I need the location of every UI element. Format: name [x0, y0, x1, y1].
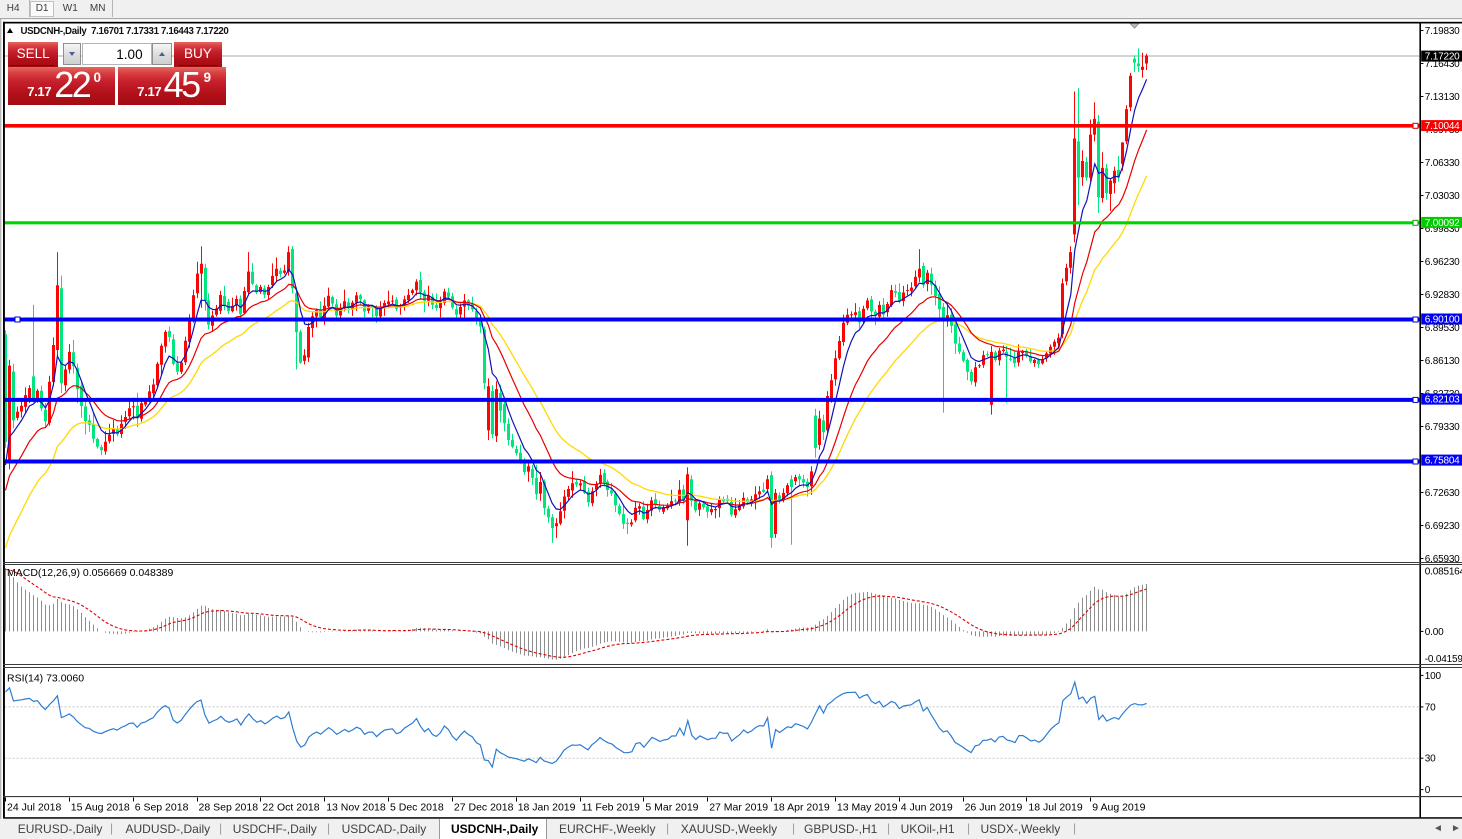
svg-text:7.10044: 7.10044 — [1425, 121, 1460, 132]
svg-text:6.90100: 6.90100 — [1425, 315, 1460, 326]
svg-text:6.89530: 6.89530 — [1425, 323, 1460, 334]
svg-text:RSI(14) 73.0060: RSI(14) 73.0060 — [7, 673, 84, 685]
svg-text:6.99830: 6.99830 — [1425, 224, 1460, 235]
svg-text:13 Nov 2018: 13 Nov 2018 — [326, 802, 386, 814]
svg-text:18 Apr 2019: 18 Apr 2019 — [773, 802, 830, 814]
svg-text:6.65930: 6.65930 — [1425, 554, 1460, 565]
svg-text:6.82103: 6.82103 — [1425, 395, 1460, 406]
svg-text:22 Oct 2018: 22 Oct 2018 — [262, 802, 319, 814]
svg-text:26 Jun 2019: 26 Jun 2019 — [965, 802, 1023, 814]
svg-text:7.17220: 7.17220 — [1425, 52, 1460, 63]
svg-text:7.00092: 7.00092 — [1425, 218, 1460, 229]
svg-text:18 Jan 2019: 18 Jan 2019 — [518, 802, 576, 814]
svg-text:7.06330: 7.06330 — [1425, 158, 1460, 169]
svg-text:13 May 2019: 13 May 2019 — [837, 802, 898, 814]
svg-text:11 Feb 2019: 11 Feb 2019 — [582, 802, 640, 814]
svg-text:6.72630: 6.72630 — [1425, 488, 1460, 499]
svg-text:0: 0 — [1425, 785, 1431, 796]
svg-text:7.03030: 7.03030 — [1425, 191, 1460, 202]
svg-text:6.69230: 6.69230 — [1425, 521, 1460, 532]
svg-text:6.75804: 6.75804 — [1425, 456, 1460, 467]
svg-text:4 Jun 2019: 4 Jun 2019 — [901, 802, 953, 814]
svg-text:6.86130: 6.86130 — [1425, 356, 1460, 367]
svg-text:27 Dec 2018: 27 Dec 2018 — [454, 802, 514, 814]
svg-text:27 Mar 2019: 27 Mar 2019 — [709, 802, 768, 814]
svg-text:0.00: 0.00 — [1425, 627, 1444, 638]
svg-text:30: 30 — [1425, 754, 1436, 765]
svg-text:28 Sep 2018: 28 Sep 2018 — [199, 802, 259, 814]
svg-text:6.96230: 6.96230 — [1425, 257, 1460, 268]
svg-text:6.92830: 6.92830 — [1425, 290, 1460, 301]
svg-text:70: 70 — [1425, 702, 1436, 713]
svg-text:7.16430: 7.16430 — [1425, 59, 1460, 70]
svg-text:-0.041597: -0.041597 — [1425, 654, 1462, 665]
svg-text:100: 100 — [1425, 671, 1442, 682]
svg-text:7.13130: 7.13130 — [1425, 92, 1460, 103]
svg-text:MACD(12,26,9) 0.056669 0.04838: MACD(12,26,9) 0.056669 0.048389 — [7, 567, 174, 579]
svg-text:5 Mar 2019: 5 Mar 2019 — [645, 802, 698, 814]
svg-text:6 Sep 2018: 6 Sep 2018 — [135, 802, 189, 814]
svg-text:9 Aug 2019: 9 Aug 2019 — [1092, 802, 1145, 814]
svg-text:0.085164: 0.085164 — [1425, 567, 1462, 578]
svg-text:7.19830: 7.19830 — [1425, 26, 1460, 37]
svg-text:15 Aug 2018: 15 Aug 2018 — [71, 802, 130, 814]
svg-text:6.79330: 6.79330 — [1425, 422, 1460, 433]
svg-text:5 Dec 2018: 5 Dec 2018 — [390, 802, 444, 814]
svg-text:24 Jul 2018: 24 Jul 2018 — [7, 802, 61, 814]
svg-text:18 Jul 2019: 18 Jul 2019 — [1028, 802, 1082, 814]
